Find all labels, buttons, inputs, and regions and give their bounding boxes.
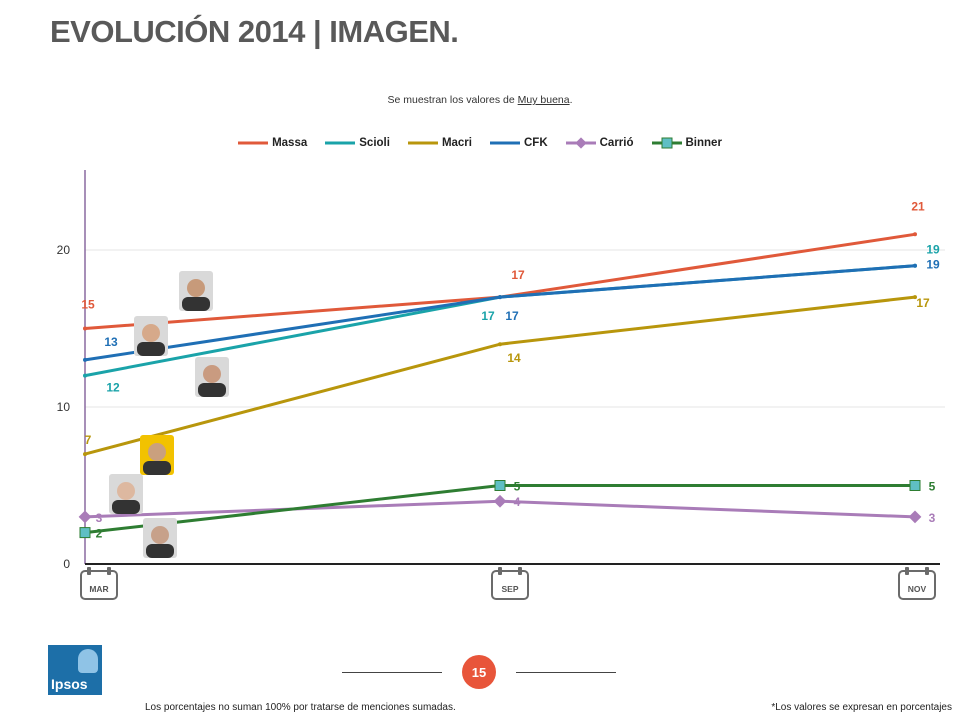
portrait-carrió <box>109 474 143 514</box>
y-tick-label: 0 <box>63 557 70 571</box>
subtitle-text: Se muestran los valores de <box>387 94 518 106</box>
legend-swatch <box>407 141 438 145</box>
footer-note-right: *Los valores se expresan en porcentajes <box>771 702 952 713</box>
x-tick-label: MAR <box>89 584 108 594</box>
calendar-icon: SEP <box>491 567 529 600</box>
x-tick-label: NOV <box>908 584 927 594</box>
page-divider-left <box>342 672 442 673</box>
data-point <box>78 510 92 524</box>
data-point <box>83 357 87 362</box>
data-point <box>494 480 506 491</box>
legend-label: Scioli <box>359 137 390 149</box>
series-line-binner <box>84 484 915 535</box>
data-label: 19 <box>926 243 940 257</box>
data-point <box>493 494 507 508</box>
portrait-massa <box>179 271 213 311</box>
calendar-icon: MAR <box>80 567 118 600</box>
data-point <box>913 232 917 237</box>
data-label: 5 <box>514 480 521 494</box>
data-label: 21 <box>911 199 925 213</box>
data-point <box>79 527 91 539</box>
legend-label: Binner <box>685 137 722 149</box>
data-label: 4 <box>514 495 521 509</box>
data-point <box>498 342 502 347</box>
chart-subtitle: Se muestran los valores de Muy buena. <box>0 94 960 106</box>
legend-item-cfk: CFK <box>489 137 548 149</box>
data-label: 17 <box>505 309 519 323</box>
ipsos-logo: Ipsos <box>48 645 102 695</box>
page-divider-right <box>516 672 616 673</box>
data-label: 15 <box>81 298 95 312</box>
data-label: 17 <box>481 309 495 323</box>
legend-swatch <box>489 141 520 145</box>
legend-swatch <box>325 141 356 145</box>
legend-item-macri: Macri <box>407 137 472 149</box>
legend-swatch <box>651 137 682 149</box>
legend-item-scioli: Scioli <box>325 137 390 149</box>
data-label: 3 <box>96 511 103 525</box>
y-tick-label: 10 <box>57 400 71 414</box>
y-tick-label: 20 <box>57 243 71 257</box>
data-label: 19 <box>926 258 940 272</box>
x-tick-label: SEP <box>501 584 518 594</box>
footer-note-left: Los porcentajes no suman 100% por tratar… <box>145 702 456 713</box>
legend-label: CFK <box>523 137 548 149</box>
legend-label: Massa <box>272 137 308 149</box>
data-label: 12 <box>106 381 120 395</box>
data-label: 13 <box>104 335 118 349</box>
legend-item-massa: Massa <box>238 137 307 149</box>
legend-swatch <box>565 137 596 149</box>
data-point <box>908 510 922 524</box>
legend-item-carrió: Carrió <box>565 137 634 149</box>
portrait-scioli <box>195 357 229 397</box>
portrait-binner <box>143 518 177 558</box>
data-label: 17 <box>916 296 930 310</box>
logo-text: Ipsos <box>51 676 88 692</box>
data-point <box>83 373 87 378</box>
chart-legend: Massa Scioli Macri CFK Carrió Binner <box>0 137 960 149</box>
logo-head-shape <box>78 649 98 673</box>
portrait-macri <box>140 435 174 475</box>
data-point <box>83 326 87 331</box>
legend-label: Carrió <box>599 137 634 149</box>
data-label: 7 <box>85 433 92 447</box>
calendar-icon: NOV <box>898 567 936 600</box>
page-title: EVOLUCIÓN 2014 | IMAGEN. <box>50 14 459 49</box>
subtitle-end: . <box>569 94 573 106</box>
data-label: 14 <box>507 351 521 365</box>
subtitle-highlight: Muy buena <box>517 94 570 106</box>
data-label: 3 <box>929 511 936 525</box>
data-point <box>909 480 921 491</box>
data-point <box>83 452 87 457</box>
legend-item-binner: Binner <box>651 137 722 149</box>
portrait-cfk <box>134 316 168 356</box>
data-label: 17 <box>511 268 525 282</box>
legend-label: Macri <box>441 137 472 149</box>
line-chart: 0 10 20 MAR SEP NOV 15 17 21 12 17 19 7 14 17 13 17 19 3 4 3… <box>57 170 945 600</box>
data-point <box>913 263 917 268</box>
data-label: 2 <box>96 527 103 541</box>
data-point <box>498 295 502 300</box>
page-number: 15 <box>462 655 496 689</box>
legend-swatch <box>238 141 269 145</box>
data-label: 5 <box>929 480 936 494</box>
data-point <box>913 295 917 300</box>
